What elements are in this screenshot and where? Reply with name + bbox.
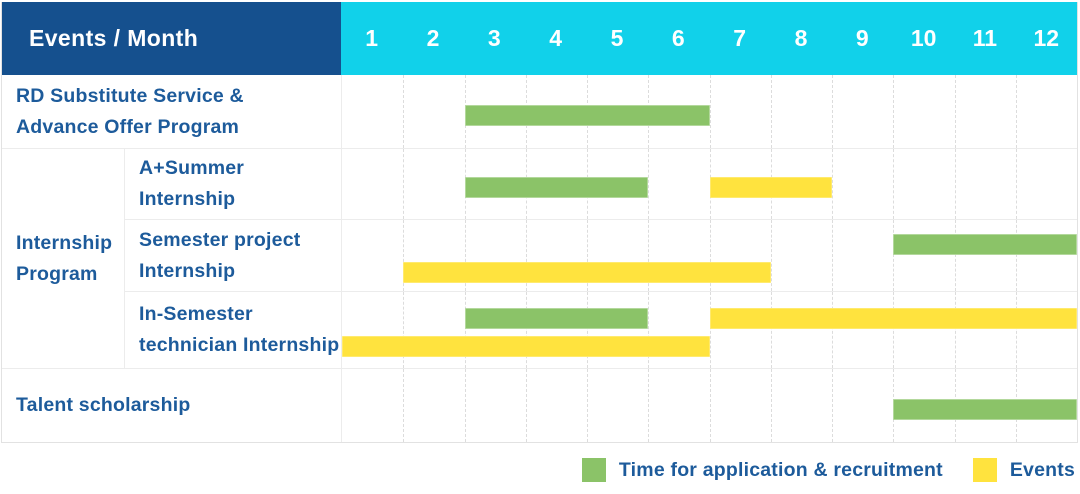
month-label-12: 12 [1033, 25, 1060, 51]
month-gridline [403, 220, 405, 291]
month-gridline [709, 292, 711, 368]
month-header-row: 1 2 3 4 5 6 7 8 9 10 11 12 [341, 2, 1077, 75]
month-gridline [403, 149, 405, 219]
month-gridline [587, 292, 588, 368]
row-label-a-plus-summer-internship: A+Summer Internship [124, 148, 341, 219]
month-gridline [709, 220, 711, 291]
month-gridline [587, 369, 588, 442]
month-gridline [832, 75, 833, 148]
row-label-in-semester-technician-internship: In-Semester technician Internship [124, 291, 341, 368]
month-gridline [525, 220, 527, 291]
month-gridline [770, 292, 772, 368]
month-gridline [403, 292, 405, 368]
month-gridline [464, 369, 466, 442]
month-gridline [893, 292, 895, 368]
month-gridline [893, 149, 895, 219]
month-label-11: 11 [972, 25, 998, 51]
month-gridline [403, 369, 405, 442]
row-label-talent-scholarship: Talent scholarship [2, 368, 341, 442]
month-gridline [709, 369, 711, 442]
month-label-9: 9 [855, 25, 869, 51]
month-gridline [648, 149, 650, 219]
gantt-bar-a-plus-summer-internship-event [709, 177, 832, 198]
month-gridline [648, 369, 650, 442]
month-gridline [525, 292, 527, 368]
gantt-bar-semester-project-internship-event [403, 261, 771, 283]
gantt-track-talent-scholarship [341, 368, 1077, 442]
gantt-bar-talent-scholarship-recruitment [893, 398, 1077, 420]
gantt-bar-rd-substitute-service-recruitment [464, 104, 710, 126]
gantt-track-semester-project-internship [341, 219, 1077, 291]
legend: Time for application & recruitment Event… [0, 452, 1075, 488]
month-gridline [954, 292, 956, 368]
chart-corner-header: Events / Month [2, 2, 341, 75]
gantt-track-a-plus-summer-internship [341, 148, 1077, 219]
month-gridline [954, 75, 956, 148]
month-gridline [464, 220, 466, 291]
month-label-6: 6 [671, 25, 685, 51]
row-label-semester-project-internship: Semester project Internship [124, 219, 341, 291]
month-gridline [893, 75, 895, 148]
month-gridline [1015, 149, 1017, 219]
month-gridline [893, 220, 895, 291]
legend-label-events: Events [1009, 458, 1075, 481]
month-gridline [954, 149, 956, 219]
month-gridline [1015, 220, 1017, 291]
gantt-chart: Events / Month 1 2 3 4 5 6 7 8 9 10 11 12 RD Substi… [1, 2, 1078, 443]
month-gridline [832, 292, 833, 368]
gantt-bar-in-semester-technician-internship-event [342, 336, 710, 357]
month-gridline [648, 220, 650, 291]
legend-item-recruitment: Time for application & recruitment [581, 458, 943, 482]
month-label-8: 8 [794, 25, 808, 51]
chart-title: Events / Month [29, 25, 199, 51]
month-gridline [832, 149, 833, 219]
month-gridline [770, 369, 772, 442]
month-label-10: 10 [910, 25, 937, 51]
month-gridline [954, 220, 956, 291]
month-label-2: 2 [426, 25, 440, 51]
month-label-5: 5 [610, 25, 624, 51]
gantt-track-in-semester-technician-internship [341, 291, 1077, 368]
legend-item-events: Events [972, 458, 1075, 482]
month-label-4: 4 [549, 25, 563, 51]
event-swatch-icon [972, 458, 997, 482]
month-label-7: 7 [733, 25, 747, 51]
month-gridline [587, 220, 588, 291]
month-label-3: 3 [487, 25, 501, 51]
month-gridline [770, 220, 772, 291]
month-gridline [525, 369, 527, 442]
month-gridline [770, 75, 772, 148]
gantt-bar-in-semester-technician-internship-recruitment [464, 308, 649, 329]
month-gridline [832, 220, 833, 291]
row-group-label-internship-program: Internship Program [2, 148, 124, 368]
row-label-rd-substitute-service: RD Substitute Service & Advance Offer Pr… [16, 84, 244, 138]
month-gridline [1015, 292, 1017, 368]
month-gridline [403, 75, 405, 148]
month-gridline [1015, 75, 1017, 148]
month-gridline [709, 75, 711, 148]
legend-label-recruitment: Time for application & recruitment [618, 458, 943, 481]
gantt-bar-semester-project-internship-recruitment [893, 233, 1077, 255]
month-gridline [648, 292, 650, 368]
gantt-track-rd-substitute-service [341, 75, 1077, 148]
month-label-1: 1 [365, 25, 379, 51]
month-gridline [832, 369, 833, 442]
month-gridline [464, 292, 466, 368]
gantt-bar-a-plus-summer-internship-recruitment [464, 177, 649, 198]
recruitment-swatch-icon [581, 458, 606, 482]
gantt-bar-in-semester-technician-internship-event [709, 308, 1077, 329]
